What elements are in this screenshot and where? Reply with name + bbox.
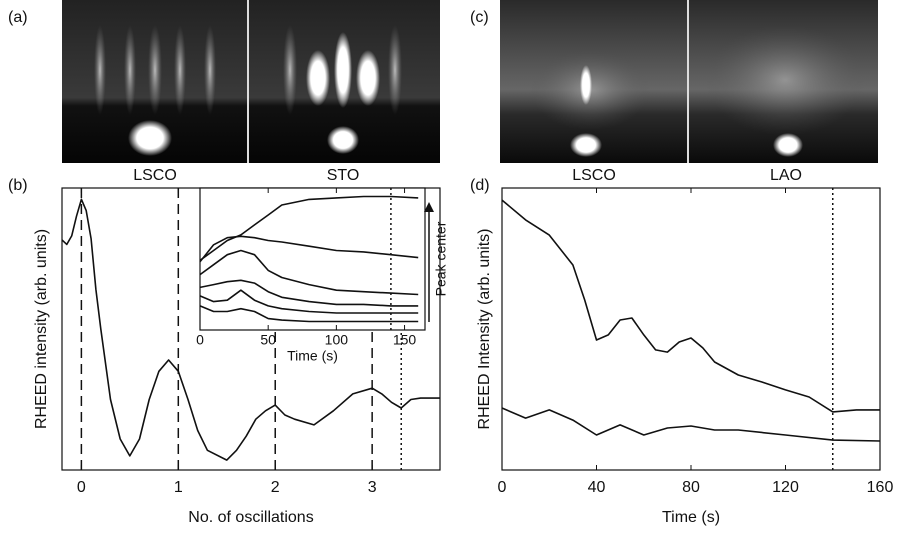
x-tick-label: 40 — [588, 479, 606, 496]
x-axis-label: No. of oscillations — [188, 509, 313, 526]
data-line — [199, 195, 419, 262]
data-line — [501, 407, 881, 442]
x-tick-label: 3 — [368, 479, 377, 496]
data-line — [199, 289, 419, 314]
rheed-images-a — [62, 0, 440, 163]
data-line — [199, 279, 419, 307]
x-tick-label: 80 — [682, 479, 700, 496]
image-label: LSCO — [133, 167, 177, 184]
x-axis-label: Time (s) — [662, 509, 720, 526]
x-tick-label: 100 — [325, 332, 349, 348]
image-label: STO — [327, 167, 360, 184]
x-axis-label: Time (s) — [287, 348, 338, 364]
image-label: LSCO — [572, 167, 616, 184]
data-line — [501, 199, 880, 413]
rheed-images-c — [500, 0, 878, 163]
annotation: Peak center — [433, 221, 449, 296]
data-line — [199, 305, 419, 323]
x-tick-label: 160 — [867, 479, 894, 496]
x-tick-label: 150 — [393, 332, 417, 348]
data-line — [199, 249, 419, 296]
data-line — [61, 198, 440, 461]
x-tick-label: 0 — [196, 332, 204, 348]
y-axis-label: RHEED Intensity (arb. units) — [476, 229, 493, 430]
y-axis-label: RHEED intensity (arb. units) — [33, 229, 50, 429]
image-label: LAO — [770, 167, 802, 184]
x-tick-label: 120 — [772, 479, 799, 496]
x-tick-label: 1 — [174, 479, 183, 496]
data-line — [199, 235, 419, 263]
x-tick-label: 0 — [77, 479, 86, 496]
x-tick-label: 2 — [271, 479, 280, 496]
panel-label: (b) — [8, 177, 28, 194]
x-tick-label: 0 — [498, 479, 507, 496]
plot-frame — [501, 187, 881, 471]
x-tick-label: 50 — [260, 332, 276, 348]
panel-label: (a) — [8, 9, 28, 26]
panel-label: (d) — [470, 177, 490, 194]
annotation-arrowhead — [424, 202, 434, 212]
panel-label: (c) — [470, 9, 489, 26]
